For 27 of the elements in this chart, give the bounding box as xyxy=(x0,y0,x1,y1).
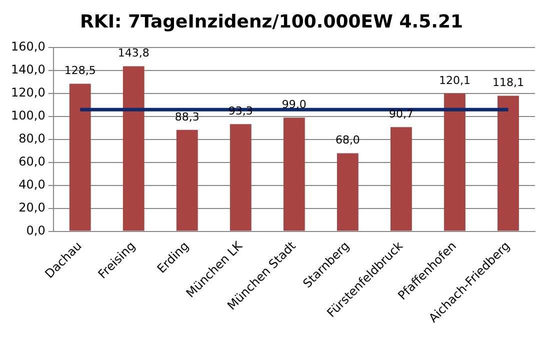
bar xyxy=(444,93,466,231)
data-label: 143,8 xyxy=(118,46,150,60)
bar xyxy=(390,127,412,231)
y-tick-label: 0,0 xyxy=(26,223,46,238)
data-label: 118,1 xyxy=(492,76,524,90)
y-tick-label: 160,0 xyxy=(10,40,46,54)
data-label: 88,3 xyxy=(174,110,200,124)
bar xyxy=(498,96,519,231)
y-tick-label: 140,0 xyxy=(10,62,46,77)
y-tick-label: 120,0 xyxy=(10,86,46,100)
y-tick-label: 60,0 xyxy=(18,154,46,169)
data-label: 128,5 xyxy=(64,64,96,78)
y-tick-label: 100,0 xyxy=(10,108,46,123)
bar xyxy=(69,84,91,231)
data-label: 68,0 xyxy=(335,134,360,147)
y-tick-label: 40,0 xyxy=(18,177,46,192)
bar xyxy=(176,130,198,231)
bar xyxy=(230,124,252,231)
data-label: 99,0 xyxy=(282,98,306,111)
bar xyxy=(283,118,305,231)
data-label: 90,7 xyxy=(388,108,414,121)
y-tick-label: 20,0 xyxy=(18,200,46,214)
y-tick-label: 80,0 xyxy=(18,132,46,146)
chart-title: RKI: 7TageInzidenz/100.000EW 4.5.21 xyxy=(80,11,463,32)
data-label: 120,1 xyxy=(438,74,470,87)
bar xyxy=(122,66,144,231)
bar xyxy=(336,153,358,231)
